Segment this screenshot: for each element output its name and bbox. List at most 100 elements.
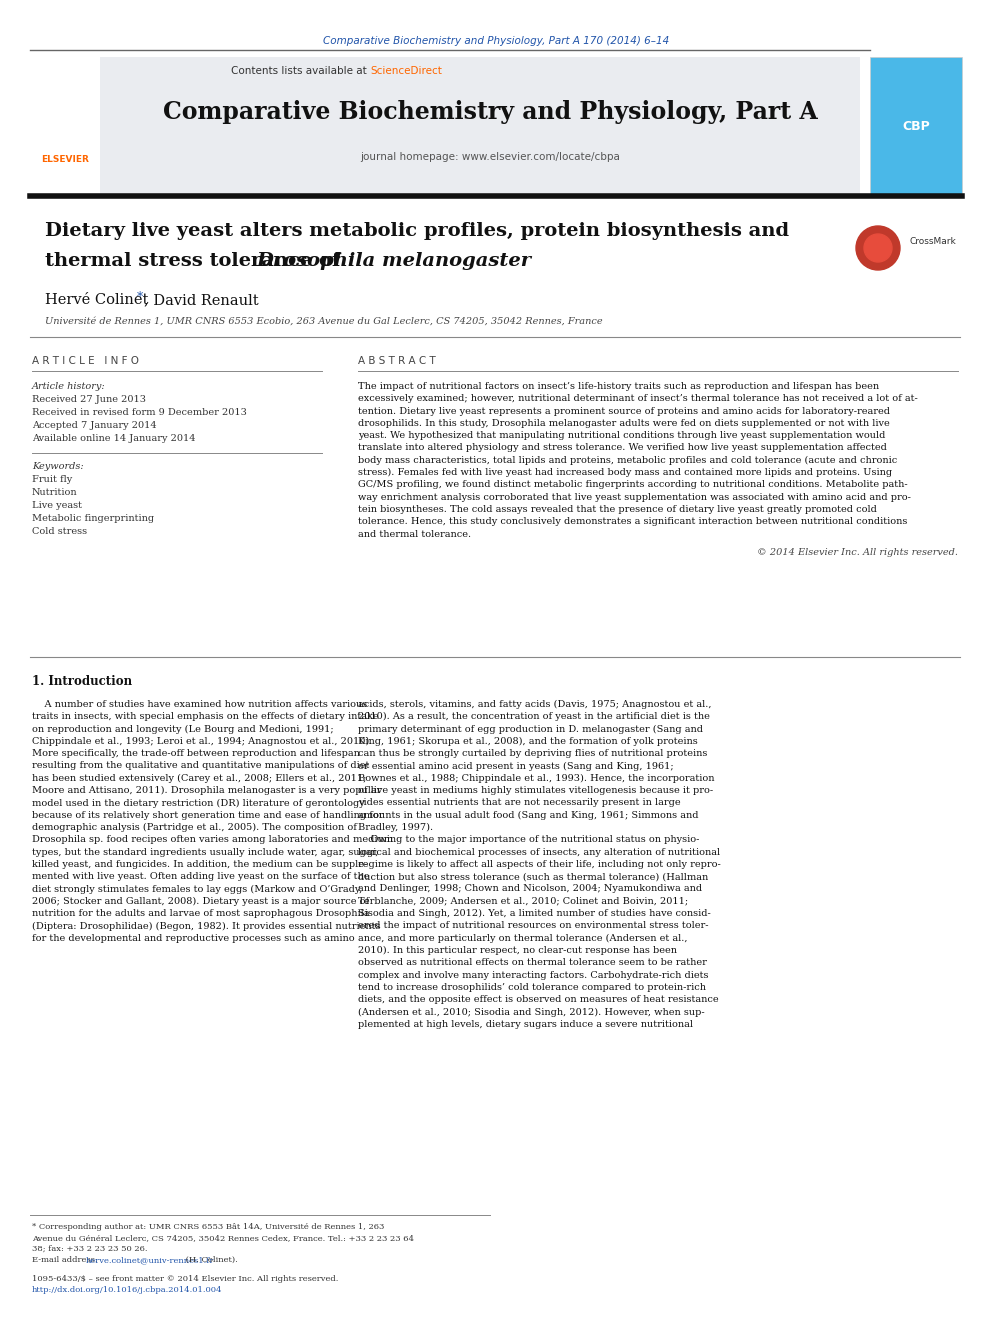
Text: types, but the standard ingredients usually include water, agar, sugar,: types, but the standard ingredients usua… bbox=[32, 848, 378, 856]
Text: Bownes et al., 1988; Chippindale et al., 1993). Hence, the incorporation: Bownes et al., 1988; Chippindale et al.,… bbox=[358, 774, 714, 783]
Text: GC/MS profiling, we found distinct metabolic fingerprints according to nutrition: GC/MS profiling, we found distinct metab… bbox=[358, 480, 908, 490]
Text: Available online 14 January 2014: Available online 14 January 2014 bbox=[32, 434, 195, 443]
Text: duction but also stress tolerance (such as thermal tolerance) (Hallman: duction but also stress tolerance (such … bbox=[358, 872, 708, 881]
Text: complex and involve many interacting factors. Carbohydrate-rich diets: complex and involve many interacting fac… bbox=[358, 971, 708, 979]
Text: Received 27 June 2013: Received 27 June 2013 bbox=[32, 396, 146, 404]
Text: tein biosyntheses. The cold assays revealed that the presence of dietary live ye: tein biosyntheses. The cold assays revea… bbox=[358, 505, 877, 515]
Text: http://dx.doi.org/10.1016/j.cbpa.2014.01.004: http://dx.doi.org/10.1016/j.cbpa.2014.01… bbox=[32, 1286, 222, 1294]
Text: 38; fax: +33 2 23 23 50 26.: 38; fax: +33 2 23 23 50 26. bbox=[32, 1245, 148, 1253]
Text: and Denlinger, 1998; Chown and Nicolson, 2004; Nyamukondiwa and: and Denlinger, 1998; Chown and Nicolson,… bbox=[358, 885, 702, 893]
Text: drosophilids. In this study, Drosophila melanogaster adults were fed on diets su: drosophilids. In this study, Drosophila … bbox=[358, 419, 890, 427]
Text: yeast. We hypothesized that manipulating nutritional conditions through live yea: yeast. We hypothesized that manipulating… bbox=[358, 431, 886, 441]
Text: demographic analysis (Partridge et al., 2005). The composition of: demographic analysis (Partridge et al., … bbox=[32, 823, 357, 832]
Text: Live yeast: Live yeast bbox=[32, 501, 82, 509]
Text: Comparative Biochemistry and Physiology, Part A: Comparative Biochemistry and Physiology,… bbox=[163, 101, 817, 124]
Text: A R T I C L E   I N F O: A R T I C L E I N F O bbox=[32, 356, 139, 366]
Text: or essential amino acid present in yeasts (Sang and King, 1961;: or essential amino acid present in yeast… bbox=[358, 762, 674, 770]
Text: Terblanche, 2009; Andersen et al., 2010; Colinet and Boivin, 2011;: Terblanche, 2009; Andersen et al., 2010;… bbox=[358, 897, 688, 906]
Text: Fruit fly: Fruit fly bbox=[32, 475, 72, 484]
Text: nutrition for the adults and larvae of most saprophagous Drosophila: nutrition for the adults and larvae of m… bbox=[32, 909, 369, 918]
Text: plemented at high levels, dietary sugars induce a severe nutritional: plemented at high levels, dietary sugars… bbox=[358, 1020, 693, 1029]
Text: Owing to the major importance of the nutritional status on physio-: Owing to the major importance of the nut… bbox=[358, 835, 699, 844]
Text: Cold stress: Cold stress bbox=[32, 527, 87, 536]
Text: (H. Colinet).: (H. Colinet). bbox=[183, 1256, 237, 1263]
Text: tention. Dietary live yeast represents a prominent source of proteins and amino : tention. Dietary live yeast represents a… bbox=[358, 406, 890, 415]
Text: herve.colinet@univ-rennes1.fr: herve.colinet@univ-rennes1.fr bbox=[85, 1256, 214, 1263]
Text: diets, and the opposite effect is observed on measures of heat resistance: diets, and the opposite effect is observ… bbox=[358, 995, 718, 1004]
Text: (Andersen et al., 2010; Sisodia and Singh, 2012). However, when sup-: (Andersen et al., 2010; Sisodia and Sing… bbox=[358, 1008, 704, 1016]
Text: Bradley, 1997).: Bradley, 1997). bbox=[358, 823, 434, 832]
Text: Metabolic fingerprinting: Metabolic fingerprinting bbox=[32, 515, 154, 523]
Text: Contents lists available at: Contents lists available at bbox=[231, 66, 370, 75]
Text: A number of studies have examined how nutrition affects various: A number of studies have examined how nu… bbox=[32, 700, 367, 709]
Text: body mass characteristics, total lipids and proteins, metabolic profiles and col: body mass characteristics, total lipids … bbox=[358, 456, 897, 464]
Text: Hervé Colinet: Hervé Colinet bbox=[45, 292, 153, 307]
Text: CBP: CBP bbox=[902, 120, 930, 134]
Text: acids, sterols, vitamins, and fatty acids (Davis, 1975; Anagnostou et al.,: acids, sterols, vitamins, and fatty acid… bbox=[358, 700, 711, 709]
Text: King, 1961; Skorupa et al., 2008), and the formation of yolk proteins: King, 1961; Skorupa et al., 2008), and t… bbox=[358, 737, 697, 746]
Text: on reproduction and longevity (Le Bourg and Medioni, 1991;: on reproduction and longevity (Le Bourg … bbox=[32, 725, 333, 734]
Text: Keywords:: Keywords: bbox=[32, 462, 83, 471]
Text: The impact of nutritional factors on insect’s life-history traits such as reprod: The impact of nutritional factors on ins… bbox=[358, 382, 879, 392]
Text: © 2014 Elsevier Inc. All rights reserved.: © 2014 Elsevier Inc. All rights reserved… bbox=[757, 548, 958, 557]
Bar bbox=[870, 57, 962, 194]
Text: of live yeast in mediums highly stimulates vitellogenesis because it pro-: of live yeast in mediums highly stimulat… bbox=[358, 786, 713, 795]
Text: logical and biochemical processes of insects, any alteration of nutritional: logical and biochemical processes of ins… bbox=[358, 848, 720, 856]
Text: 1. Introduction: 1. Introduction bbox=[32, 675, 132, 688]
Text: Comparative Biochemistry and Physiology, Part A 170 (2014) 6–14: Comparative Biochemistry and Physiology,… bbox=[322, 36, 670, 46]
Text: amounts in the usual adult food (Sang and King, 1961; Simmons and: amounts in the usual adult food (Sang an… bbox=[358, 811, 698, 820]
Text: killed yeast, and fungicides. In addition, the medium can be supple-: killed yeast, and fungicides. In additio… bbox=[32, 860, 367, 869]
Text: Moore and Attisano, 2011). Drosophila melanogaster is a very popular: Moore and Attisano, 2011). Drosophila me… bbox=[32, 786, 381, 795]
Text: More specifically, the trade-off between reproduction and lifespan: More specifically, the trade-off between… bbox=[32, 749, 360, 758]
Text: journal homepage: www.elsevier.com/locate/cbpa: journal homepage: www.elsevier.com/locat… bbox=[360, 152, 620, 161]
Text: translate into altered physiology and stress tolerance. We verified how live yea: translate into altered physiology and st… bbox=[358, 443, 887, 452]
Text: Drosophila melanogaster: Drosophila melanogaster bbox=[256, 251, 532, 270]
Text: way enrichment analysis corroborated that live yeast supplementation was associa: way enrichment analysis corroborated tha… bbox=[358, 492, 911, 501]
Text: * Corresponding author at: UMR CNRS 6553 Bât 14A, Université de Rennes 1, 263: * Corresponding author at: UMR CNRS 6553… bbox=[32, 1222, 384, 1230]
Text: diet strongly stimulates females to lay eggs (Markow and O’Grady,: diet strongly stimulates females to lay … bbox=[32, 885, 362, 893]
Text: Accepted 7 January 2014: Accepted 7 January 2014 bbox=[32, 421, 157, 430]
Text: Nutrition: Nutrition bbox=[32, 488, 77, 497]
Text: 2010). In this particular respect, no clear-cut response has been: 2010). In this particular respect, no cl… bbox=[358, 946, 677, 955]
Text: primary determinant of egg production in D. melanogaster (Sang and: primary determinant of egg production in… bbox=[358, 725, 703, 734]
Text: can thus be strongly curtailed by depriving flies of nutritional proteins: can thus be strongly curtailed by depriv… bbox=[358, 749, 707, 758]
Bar bbox=[100, 57, 860, 194]
Text: Sisodia and Singh, 2012). Yet, a limited number of studies have consid-: Sisodia and Singh, 2012). Yet, a limited… bbox=[358, 909, 710, 918]
Text: tolerance. Hence, this study conclusively demonstrates a significant interaction: tolerance. Hence, this study conclusivel… bbox=[358, 517, 908, 527]
Text: model used in the dietary restriction (DR) literature of gerontology: model used in the dietary restriction (D… bbox=[32, 798, 365, 807]
Text: observed as nutritional effects on thermal tolerance seem to be rather: observed as nutritional effects on therm… bbox=[358, 958, 707, 967]
Text: Article history:: Article history: bbox=[32, 382, 105, 392]
Text: CrossMark: CrossMark bbox=[910, 238, 956, 246]
Circle shape bbox=[856, 226, 900, 270]
Text: stress). Females fed with live yeast had increased body mass and contained more : stress). Females fed with live yeast had… bbox=[358, 468, 892, 478]
Text: Avenue du Général Leclerc, CS 74205, 35042 Rennes Cedex, France. Tel.: +33 2 23 : Avenue du Général Leclerc, CS 74205, 350… bbox=[32, 1234, 414, 1242]
Text: mented with live yeast. Often adding live yeast on the surface of the: mented with live yeast. Often adding liv… bbox=[32, 872, 369, 881]
Text: tend to increase drosophilids’ cold tolerance compared to protein-rich: tend to increase drosophilids’ cold tole… bbox=[358, 983, 706, 992]
Text: excessively examined; however, nutritional determinant of insect’s thermal toler: excessively examined; however, nutrition… bbox=[358, 394, 918, 404]
Text: resulting from the qualitative and quantitative manipulations of diet: resulting from the qualitative and quant… bbox=[32, 762, 369, 770]
Text: ScienceDirect: ScienceDirect bbox=[370, 66, 441, 75]
Text: thermal stress tolerance of: thermal stress tolerance of bbox=[45, 251, 347, 270]
Text: because of its relatively short generation time and ease of handling for: because of its relatively short generati… bbox=[32, 811, 383, 820]
Text: ance, and more particularly on thermal tolerance (Andersen et al.,: ance, and more particularly on thermal t… bbox=[358, 934, 687, 943]
Text: 2006; Stocker and Gallant, 2008). Dietary yeast is a major source of: 2006; Stocker and Gallant, 2008). Dietar… bbox=[32, 897, 369, 906]
Text: regime is likely to affect all aspects of their life, including not only repro-: regime is likely to affect all aspects o… bbox=[358, 860, 721, 869]
Bar bbox=[838, 205, 948, 284]
Text: has been studied extensively (Carey et al., 2008; Ellers et al., 2011;: has been studied extensively (Carey et a… bbox=[32, 774, 366, 783]
Text: Dietary live yeast alters metabolic profiles, protein biosynthesis and: Dietary live yeast alters metabolic prof… bbox=[45, 222, 789, 239]
Text: Chippindale et al., 1993; Leroi et al., 1994; Anagnostou et al., 2010).: Chippindale et al., 1993; Leroi et al., … bbox=[32, 737, 372, 746]
Text: Received in revised form 9 December 2013: Received in revised form 9 December 2013 bbox=[32, 407, 247, 417]
Text: *: * bbox=[137, 291, 143, 304]
Text: Drosophila sp. food recipes often varies among laboratories and medium: Drosophila sp. food recipes often varies… bbox=[32, 835, 393, 844]
Text: 1095-6433/$ – see front matter © 2014 Elsevier Inc. All rights reserved.: 1095-6433/$ – see front matter © 2014 El… bbox=[32, 1275, 338, 1283]
Text: and thermal tolerance.: and thermal tolerance. bbox=[358, 529, 471, 538]
Text: 2010). As a result, the concentration of yeast in the artificial diet is the: 2010). As a result, the concentration of… bbox=[358, 712, 710, 721]
Text: vides essential nutrients that are not necessarily present in large: vides essential nutrients that are not n… bbox=[358, 798, 681, 807]
Text: for the developmental and reproductive processes such as amino: for the developmental and reproductive p… bbox=[32, 934, 354, 943]
Text: traits in insects, with special emphasis on the effects of dietary intake: traits in insects, with special emphasis… bbox=[32, 712, 379, 721]
Text: (Diptera: Drosophilidae) (Begon, 1982). It provides essential nutrients: (Diptera: Drosophilidae) (Begon, 1982). … bbox=[32, 921, 381, 930]
Text: E-mail address:: E-mail address: bbox=[32, 1256, 100, 1263]
Text: A B S T R A C T: A B S T R A C T bbox=[358, 356, 435, 366]
Text: ELSEVIER: ELSEVIER bbox=[41, 155, 89, 164]
Text: Université de Rennes 1, UMR CNRS 6553 Ecobio, 263 Avenue du Gal Leclerc, CS 7420: Université de Rennes 1, UMR CNRS 6553 Ec… bbox=[45, 318, 602, 325]
